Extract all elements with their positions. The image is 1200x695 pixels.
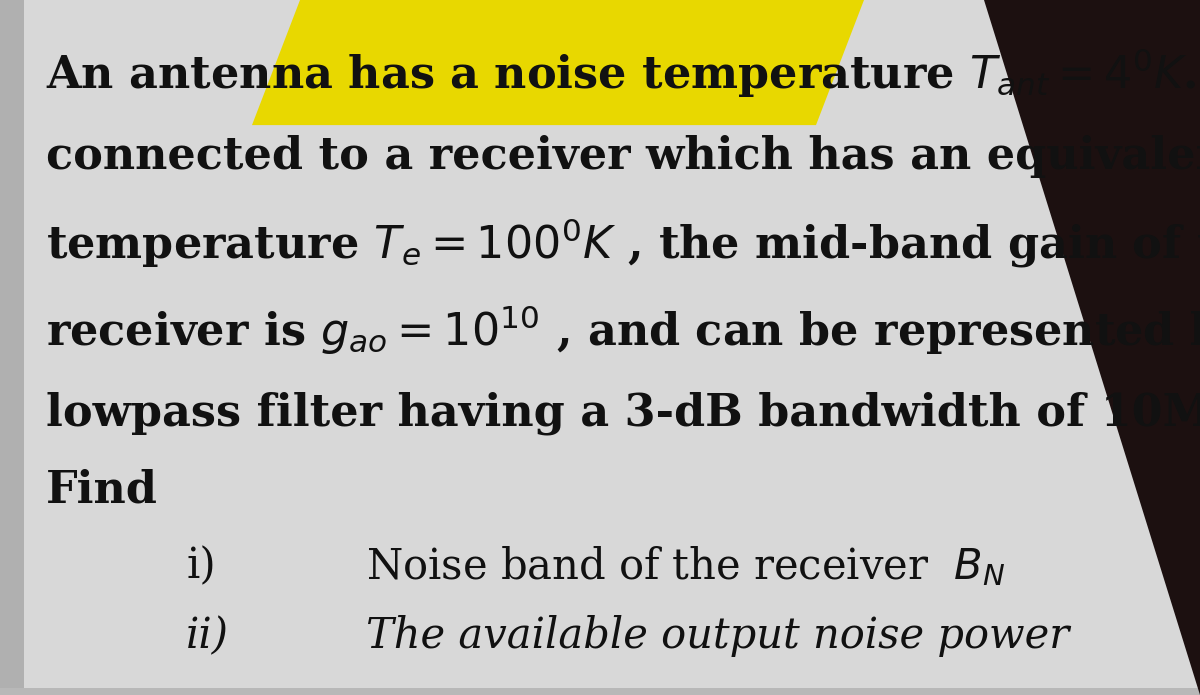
Text: Noise band of the receiver  $B_N$: Noise band of the receiver $B_N$ [366, 544, 1006, 589]
Bar [0, 0, 24, 695]
Text: connected to a receiver which has an equivalent noise: connected to a receiver which has an equ… [46, 135, 1200, 178]
Bar [0, 688, 1200, 695]
Text: An antenna has a noise temperature $T_{ant}=4^{0}K$. It is: An antenna has a noise temperature $T_{a… [46, 46, 1200, 100]
Polygon shape [984, 0, 1200, 695]
Text: ii): ii) [186, 615, 229, 657]
Text: Find: Find [46, 468, 157, 512]
Polygon shape [252, 0, 864, 125]
Text: The available output noise power: The available output noise power [366, 615, 1069, 657]
Text: lowpass filter having a 3-dB bandwidth of 10MHz.: lowpass filter having a 3-dB bandwidth o… [46, 392, 1200, 435]
Text: i): i) [186, 546, 216, 587]
Text: temperature $T_e=100^{0}K$ , the mid-band gain of the: temperature $T_e=100^{0}K$ , the mid-ban… [46, 216, 1200, 270]
Text: receiver is $g_{ao}=10^{10}$ , and can be represented by a RC: receiver is $g_{ao}=10^{10}$ , and can b… [46, 303, 1200, 357]
